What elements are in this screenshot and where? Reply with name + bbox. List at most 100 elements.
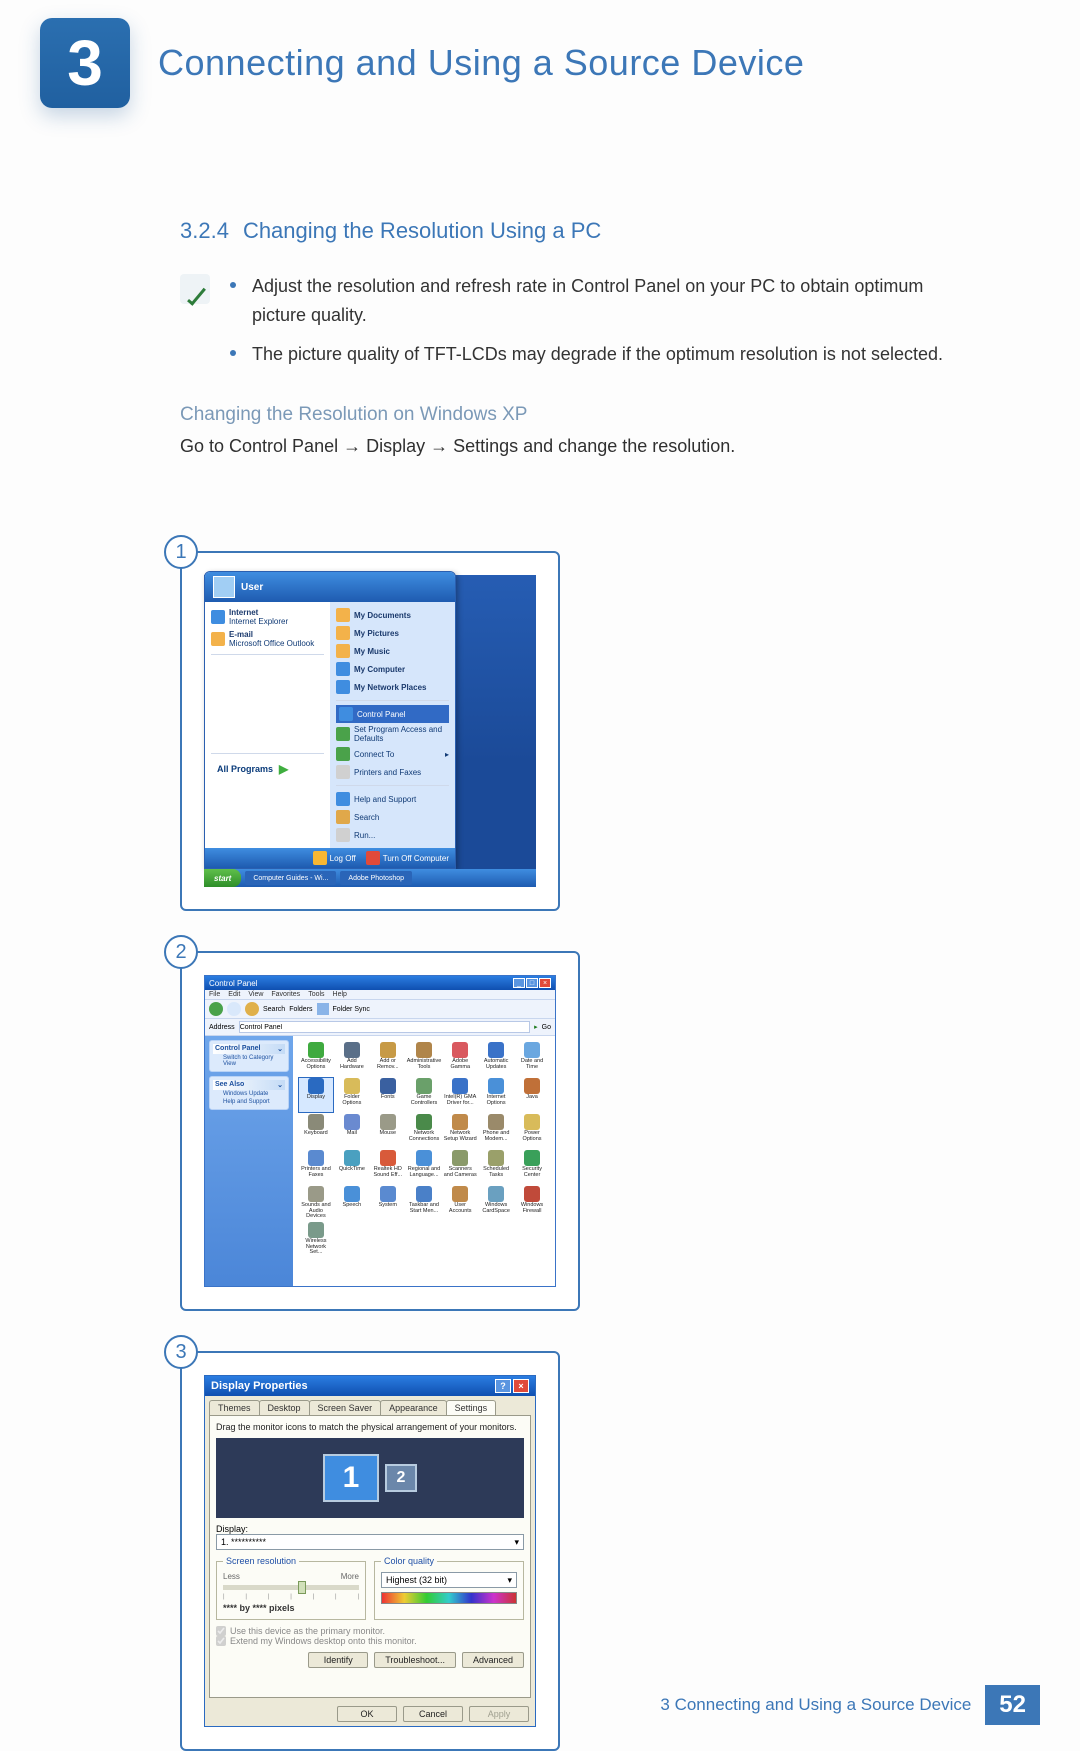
log-off-button[interactable]: Log Off bbox=[313, 851, 356, 865]
apply-button[interactable]: Apply bbox=[469, 1706, 529, 1722]
folder-sync-button[interactable]: Folder Sync bbox=[333, 1006, 370, 1013]
control-panel-item[interactable]: Scanners and Cameras bbox=[443, 1150, 477, 1184]
turn-off-button[interactable]: Turn Off Computer bbox=[366, 851, 449, 865]
menu-item[interactable]: Favorites bbox=[271, 991, 300, 998]
control-panel-item[interactable]: Printers and Faxes bbox=[299, 1150, 333, 1184]
monitor-1-icon[interactable]: 1 bbox=[323, 1454, 379, 1502]
menu-item[interactable]: View bbox=[248, 991, 263, 998]
up-button[interactable] bbox=[245, 1002, 259, 1016]
start-item-search[interactable]: Search bbox=[336, 808, 449, 826]
control-panel-item[interactable]: Keyboard bbox=[299, 1114, 333, 1148]
views-icon[interactable] bbox=[317, 1003, 329, 1015]
cancel-button[interactable]: Cancel bbox=[403, 1706, 463, 1722]
start-button[interactable]: start bbox=[204, 869, 241, 887]
control-panel-item[interactable]: Realtek HD Sound Eff... bbox=[371, 1150, 405, 1184]
start-item-email[interactable]: E-mailMicrosoft Office Outlook bbox=[211, 628, 324, 650]
control-panel-item[interactable]: Network Connections bbox=[407, 1114, 442, 1148]
control-panel-item[interactable]: Wireless Network Set... bbox=[299, 1222, 333, 1256]
start-item-connect[interactable]: Connect To ▸ bbox=[336, 745, 449, 763]
control-panel-item[interactable]: System bbox=[371, 1186, 405, 1220]
control-panel-item[interactable]: Windows CardSpace bbox=[479, 1186, 513, 1220]
control-panel-item[interactable]: Add or Remov... bbox=[371, 1042, 405, 1076]
tab-screen-saver[interactable]: Screen Saver bbox=[309, 1400, 382, 1415]
folders-button[interactable]: Folders bbox=[289, 1006, 312, 1013]
control-panel-item[interactable]: Folder Options bbox=[335, 1078, 369, 1112]
tab-themes[interactable]: Themes bbox=[209, 1400, 260, 1415]
monitor-2-icon[interactable]: 2 bbox=[385, 1464, 417, 1492]
troubleshoot-button[interactable]: Troubleshoot... bbox=[374, 1652, 456, 1668]
search-button[interactable]: Search bbox=[263, 1006, 285, 1013]
start-item-netplaces[interactable]: My Network Places bbox=[336, 678, 449, 696]
start-item-help[interactable]: Help and Support bbox=[336, 790, 449, 808]
start-item-control-panel[interactable]: Control Panel bbox=[336, 705, 449, 723]
start-item-mycomputer[interactable]: My Computer bbox=[336, 660, 449, 678]
start-item-mydocs[interactable]: My Documents bbox=[336, 606, 449, 624]
extend-desktop-checkbox[interactable]: Extend my Windows desktop onto this moni… bbox=[216, 1636, 524, 1646]
start-item-internet[interactable]: InternetInternet Explorer bbox=[211, 606, 324, 628]
tab-desktop[interactable]: Desktop bbox=[259, 1400, 310, 1415]
start-item-run[interactable]: Run... bbox=[336, 826, 449, 844]
close-button[interactable]: × bbox=[539, 978, 551, 988]
control-panel-item[interactable]: Fonts bbox=[371, 1078, 405, 1112]
control-panel-item[interactable]: Accessibility Options bbox=[299, 1042, 333, 1076]
menu-item[interactable]: Tools bbox=[308, 991, 324, 998]
advanced-button[interactable]: Advanced bbox=[462, 1652, 524, 1668]
identify-button[interactable]: Identify bbox=[308, 1652, 368, 1668]
menu-item[interactable]: File bbox=[209, 991, 220, 998]
all-programs[interactable]: All Programs▶ bbox=[211, 758, 324, 780]
windows-update-link[interactable]: Windows Update bbox=[213, 1090, 285, 1098]
help-button[interactable]: ? bbox=[495, 1379, 511, 1393]
control-panel-item[interactable]: Administrative Tools bbox=[407, 1042, 442, 1076]
control-panel-item[interactable]: Display bbox=[299, 1078, 333, 1112]
start-item-mypics[interactable]: My Pictures bbox=[336, 624, 449, 642]
color-quality-select[interactable]: Highest (32 bit)▾ bbox=[381, 1572, 517, 1588]
address-input[interactable] bbox=[239, 1021, 530, 1033]
control-panel-item[interactable]: Network Setup Wizard bbox=[443, 1114, 477, 1148]
switch-view-link[interactable]: Switch to Category View bbox=[213, 1054, 285, 1068]
control-panel-item[interactable]: Sounds and Audio Devices bbox=[299, 1186, 333, 1220]
collapse-icon[interactable]: ⌄ bbox=[277, 1081, 283, 1089]
control-panel-item[interactable]: Intel(R) GMA Driver for... bbox=[443, 1078, 477, 1112]
control-panel-item[interactable]: Mail bbox=[335, 1114, 369, 1148]
control-panel-item[interactable]: Security Center bbox=[515, 1150, 549, 1184]
primary-monitor-checkbox[interactable]: Use this device as the primary monitor. bbox=[216, 1626, 524, 1636]
control-panel-item[interactable]: Date and Time bbox=[515, 1042, 549, 1076]
taskbar-item[interactable]: Computer Guides - Wi... bbox=[245, 871, 336, 885]
control-panel-item[interactable]: Speech bbox=[335, 1186, 369, 1220]
start-item-spad[interactable]: Set Program Access and Defaults bbox=[336, 723, 449, 745]
control-panel-item[interactable]: QuickTime bbox=[335, 1150, 369, 1184]
menu-item[interactable]: Help bbox=[333, 991, 347, 998]
menu-item[interactable]: Edit bbox=[228, 991, 240, 998]
control-panel-item[interactable]: Power Options bbox=[515, 1114, 549, 1148]
collapse-icon[interactable]: ⌄ bbox=[277, 1045, 283, 1053]
taskbar-item[interactable]: Adobe Photoshop bbox=[340, 871, 412, 885]
slider-thumb[interactable] bbox=[298, 1581, 306, 1594]
control-panel-item[interactable]: Automatic Updates bbox=[479, 1042, 513, 1076]
start-item-mymusic[interactable]: My Music bbox=[336, 642, 449, 660]
maximize-button[interactable]: □ bbox=[526, 978, 538, 988]
control-panel-item[interactable]: Taskbar and Start Men... bbox=[407, 1186, 442, 1220]
tab-settings[interactable]: Settings bbox=[446, 1400, 497, 1415]
forward-button[interactable] bbox=[227, 1002, 241, 1016]
control-panel-item[interactable]: Adobe Gamma bbox=[443, 1042, 477, 1076]
control-panel-item[interactable]: Internet Options bbox=[479, 1078, 513, 1112]
display-select[interactable]: 1. **********▾ bbox=[216, 1534, 524, 1550]
monitor-canvas[interactable]: 1 2 bbox=[216, 1438, 524, 1518]
go-button[interactable]: Go bbox=[542, 1024, 551, 1031]
start-item-printers[interactable]: Printers and Faxes bbox=[336, 763, 449, 781]
control-panel-item[interactable]: User Accounts bbox=[443, 1186, 477, 1220]
control-panel-item[interactable]: Mouse bbox=[371, 1114, 405, 1148]
resolution-slider[interactable] bbox=[223, 1585, 359, 1590]
back-button[interactable] bbox=[209, 1002, 223, 1016]
close-button[interactable]: × bbox=[513, 1379, 529, 1393]
control-panel-item[interactable]: Windows Firewall bbox=[515, 1186, 549, 1220]
help-support-link[interactable]: Help and Support bbox=[213, 1098, 285, 1106]
minimize-button[interactable]: _ bbox=[513, 978, 525, 988]
control-panel-item[interactable]: Regional and Language... bbox=[407, 1150, 442, 1184]
control-panel-item[interactable]: Add Hardware bbox=[335, 1042, 369, 1076]
control-panel-item[interactable]: Phone and Modem... bbox=[479, 1114, 513, 1148]
control-panel-item[interactable]: Scheduled Tasks bbox=[479, 1150, 513, 1184]
control-panel-item[interactable]: Game Controllers bbox=[407, 1078, 442, 1112]
tab-appearance[interactable]: Appearance bbox=[380, 1400, 447, 1415]
ok-button[interactable]: OK bbox=[337, 1706, 397, 1722]
